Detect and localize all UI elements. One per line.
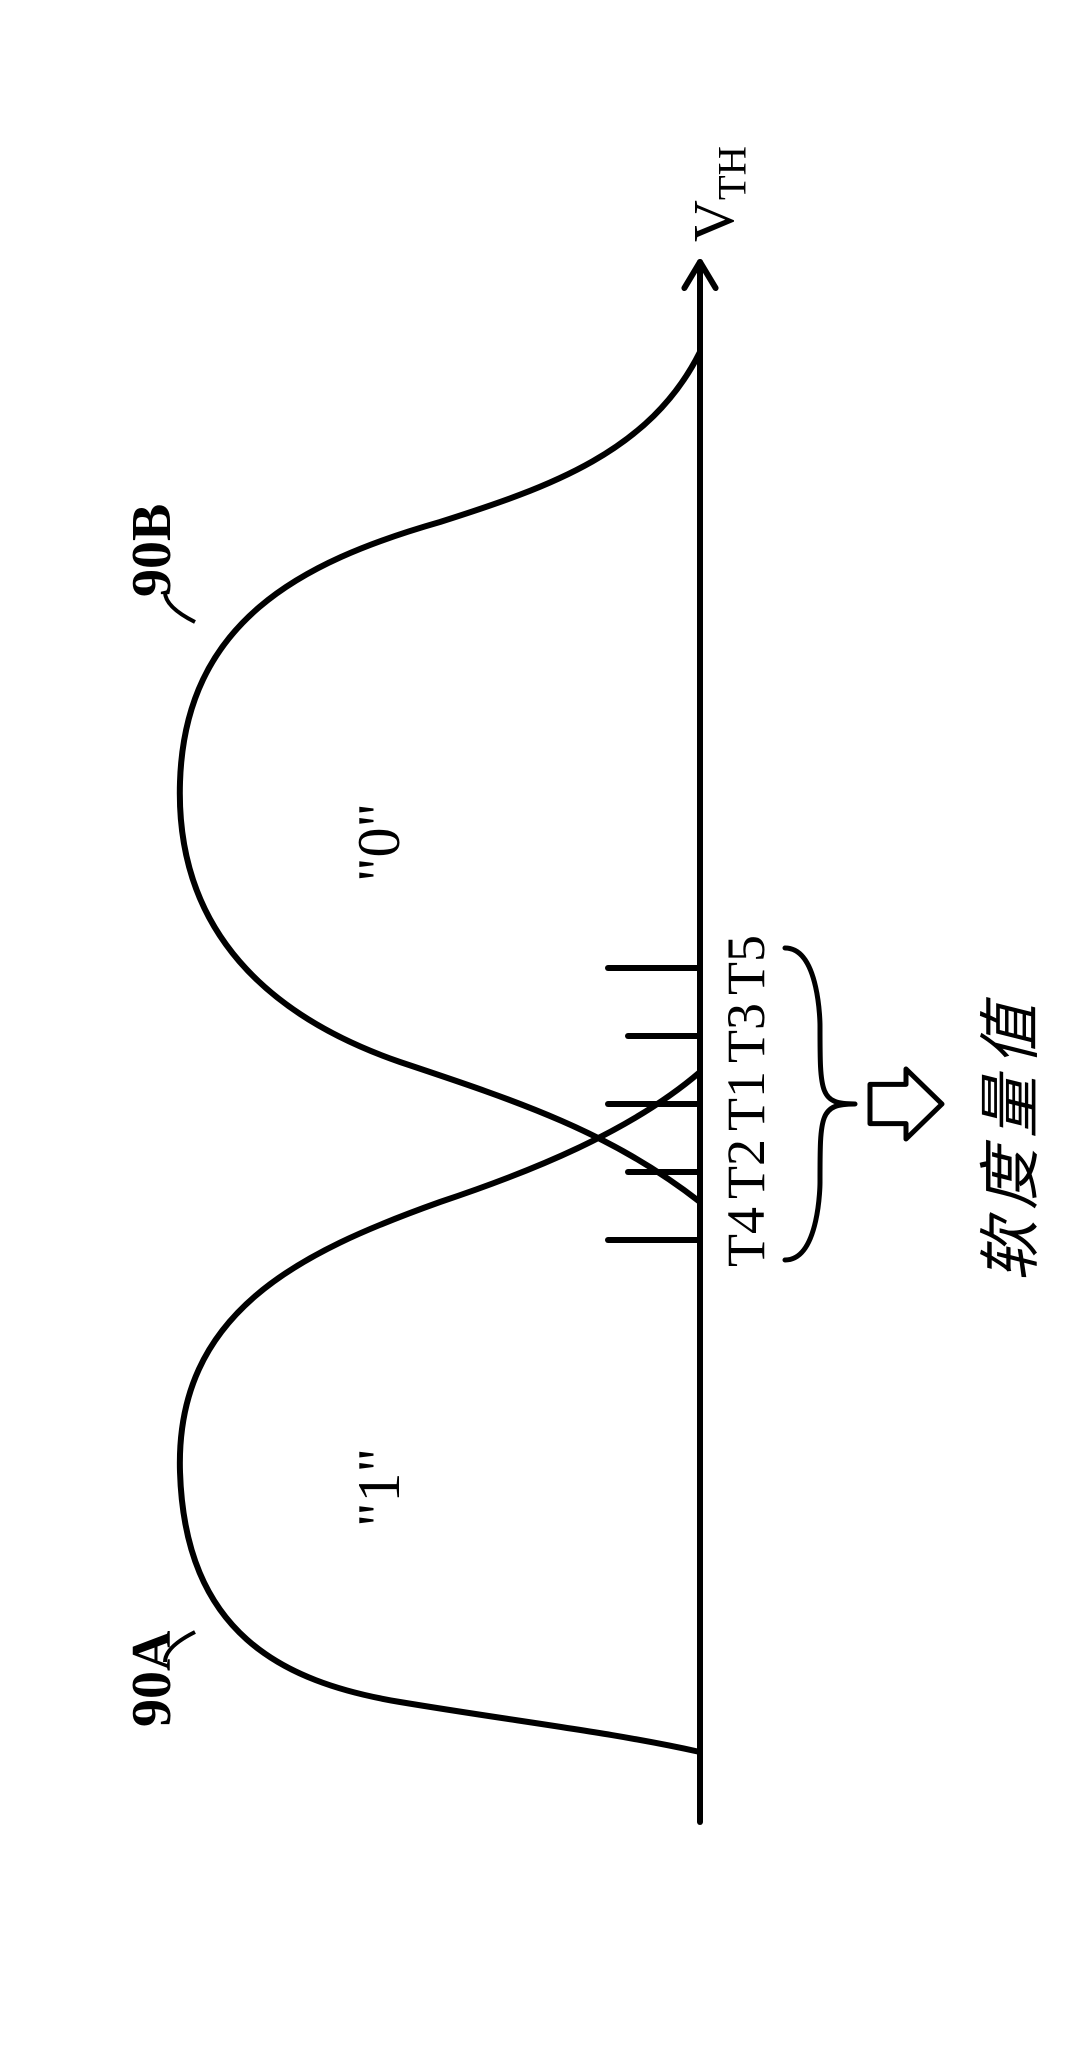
tick-t1-label: T1 xyxy=(715,1071,777,1131)
curve-b-id-label: 90B xyxy=(120,504,184,597)
diagram-svg xyxy=(0,0,1080,2072)
tick-t3-label: T3 xyxy=(715,1003,777,1063)
rotated-scene: VTH 90A "1" 90B "0" T4 T2 T1 T3 T5 软度量值 xyxy=(0,0,1080,2072)
tick-t4-label: T4 xyxy=(715,1207,777,1267)
softness-metric-label: 软度量值 xyxy=(960,994,1050,1282)
tick-t5-label: T5 xyxy=(715,935,777,995)
tick-t2-label: T2 xyxy=(715,1139,777,1199)
x-axis-label: VTH xyxy=(680,146,756,242)
curve-b-state-label: "0" xyxy=(345,803,414,882)
curve-a-state-label: "1" xyxy=(345,1448,414,1527)
curve-a-id-label: 90A xyxy=(120,1631,184,1727)
figure-canvas: VTH 90A "1" 90B "0" T4 T2 T1 T3 T5 软度量值 xyxy=(0,0,1080,2072)
